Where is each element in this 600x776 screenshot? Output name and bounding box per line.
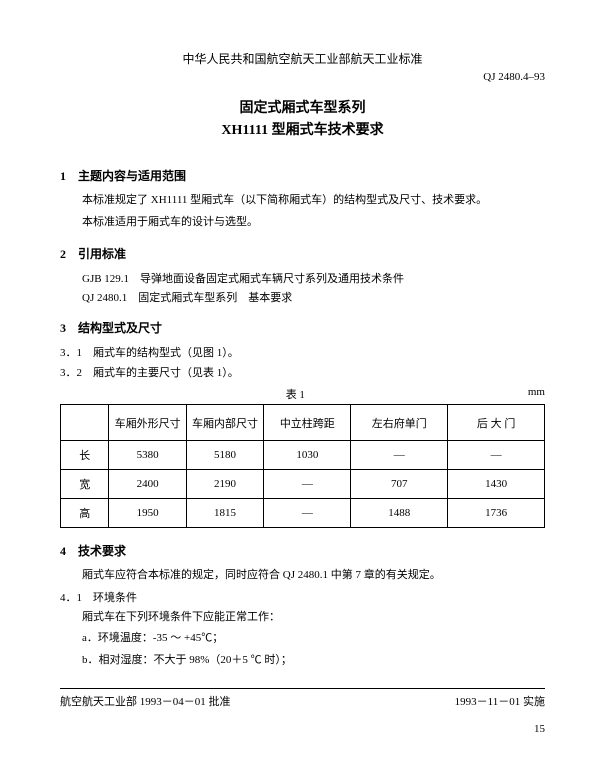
header-org: 中华人民共和国航空航天工业部航天工业标准 xyxy=(60,50,545,67)
table-header-row: 车厢外形尺寸 车厢内部尺寸 中立柱跨距 左右府单门 后 大 门 xyxy=(61,405,545,441)
reference-2: QJ 2480.1 固定式厢式车型系列 基本要求 xyxy=(82,289,545,305)
dimensions-table: 车厢外形尺寸 车厢内部尺寸 中立柱跨距 左右府单门 后 大 门 长 5380 5… xyxy=(60,404,545,528)
table-unit: mm xyxy=(528,386,545,402)
th-side-door: 左右府单门 xyxy=(351,405,448,441)
table-row: 宽 2400 2190 — 707 1430 xyxy=(61,470,545,499)
cell: 2400 xyxy=(109,470,186,499)
cell: 707 xyxy=(351,470,448,499)
th-span: 中立柱跨距 xyxy=(264,405,351,441)
cell: 1430 xyxy=(448,470,545,499)
page-number: 15 xyxy=(60,723,545,735)
section-3-heading: 3 结构型式及尺寸 xyxy=(60,319,545,336)
row-label: 宽 xyxy=(61,470,109,499)
cell: 5180 xyxy=(186,441,263,470)
footer-approval: 航空航天工业部 1993－04－01 批准 xyxy=(60,693,231,709)
cell: 1950 xyxy=(109,499,186,528)
section-4-p1: 厢式车应符合本标准的规定，同时应符合 QJ 2480.1 中第 7 章的有关规定… xyxy=(60,567,545,585)
title-line-2: XH1111 型厢式车技术要求 xyxy=(60,119,545,139)
section-1-heading: 1 主题内容与适用范围 xyxy=(60,167,545,184)
cell: — xyxy=(351,441,448,470)
th-inner: 车厢内部尺寸 xyxy=(186,405,263,441)
th-outer: 车厢外形尺寸 xyxy=(109,405,186,441)
cell: — xyxy=(264,499,351,528)
section-2-heading: 2 引用标准 xyxy=(60,245,545,262)
cell: 1815 xyxy=(186,499,263,528)
section-4-1-heading: 4．1 环境条件 xyxy=(60,589,545,605)
row-label: 高 xyxy=(61,499,109,528)
table-caption: 表 1 xyxy=(63,386,528,402)
cell: 2190 xyxy=(186,470,263,499)
th-blank xyxy=(61,405,109,441)
cell: 1488 xyxy=(351,499,448,528)
section-4-heading: 4 技术要求 xyxy=(60,542,545,559)
title-line-1: 固定式厢式车型系列 xyxy=(60,97,545,117)
cell: — xyxy=(448,441,545,470)
cell: — xyxy=(264,470,351,499)
section-4-1-b: b．相对湿度：不大于 98%（20＋5 ℃ 时）； xyxy=(82,652,545,670)
table-row: 高 1950 1815 — 1488 1736 xyxy=(61,499,545,528)
cell: 1030 xyxy=(264,441,351,470)
section-4-1-intro: 厢式车在下列环境条件下应能正常工作： xyxy=(82,609,545,627)
section-3-2: 3．2 厢式车的主要尺寸（见表 1）。 xyxy=(60,364,545,380)
cell: 5380 xyxy=(109,441,186,470)
section-3-1: 3．1 厢式车的结构型式（见图 1）。 xyxy=(60,344,545,360)
reference-1: GJB 129.1 导弹地面设备固定式厢式车辆尺寸系列及通用技术条件 xyxy=(82,270,545,286)
footer-rule: 航空航天工业部 1993－04－01 批准 1993－11－01 实施 xyxy=(60,688,545,709)
section-1-p2: 本标准适用于厢式车的设计与选型。 xyxy=(60,214,545,232)
cell: 1736 xyxy=(448,499,545,528)
section-4-1-a: a．环境温度：-35 ～ +45℃； xyxy=(82,630,545,648)
row-label: 长 xyxy=(61,441,109,470)
footer-effective: 1993－11－01 实施 xyxy=(455,693,545,709)
th-rear-door: 后 大 门 xyxy=(448,405,545,441)
table-caption-row: 表 1 mm xyxy=(60,386,545,402)
document-id: QJ 2480.4–93 xyxy=(60,71,545,83)
table-row: 长 5380 5180 1030 — — xyxy=(61,441,545,470)
section-1-p1: 本标准规定了 XH1111 型厢式车（以下简称厢式车）的结构型式及尺寸、技术要求… xyxy=(60,192,545,210)
